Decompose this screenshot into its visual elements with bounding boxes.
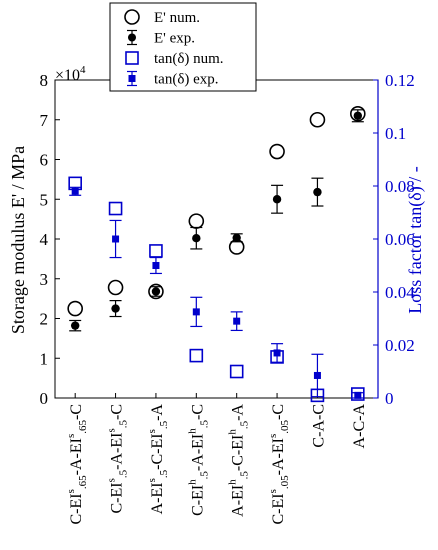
x-tick-label: A-EIs.5-C-EIs.5-A: [146, 404, 170, 515]
e-exp-point: [70, 321, 80, 330]
left-tick-label: 1: [40, 349, 49, 368]
x-axis: C-EIs.65-A-EIs.65-C C-EIs.5-A-EIs.5-C A-EI…: [65, 393, 368, 524]
legend: E' num. E' exp. tan(δ) num. tan(δ) exp.: [109, 2, 257, 92]
left-tick-label: 4: [40, 230, 49, 249]
y-axis-label-right: Loss factor tan(δ) / -: [405, 166, 426, 313]
left-tick-label: 2: [40, 310, 49, 329]
y-axis-label-left: Storage modulus E' / MPa: [8, 146, 28, 334]
right-axis: 0 0.02 0.04 0.06 0.08 0.1 0.12: [373, 71, 415, 408]
legend-label: E' exp.: [154, 31, 195, 47]
x-tick-label: A-EIh.5-C-EIh.5-A: [227, 404, 251, 517]
right-tick-label: 0: [385, 389, 394, 408]
tan-exp-point: [313, 371, 321, 379]
e-exp-point: [232, 233, 241, 243]
plot-frame: [54, 79, 379, 399]
tan-exp-point: [192, 308, 200, 316]
legend-marker-tan-num: [125, 51, 139, 65]
right-tick-label: 0.12: [385, 71, 415, 90]
e-num-point: [107, 279, 124, 296]
tan-num-point: [189, 348, 204, 363]
e-num-point: [269, 143, 285, 160]
x-tick-label: C-A-C: [310, 404, 327, 448]
right-tick-label: 0.1: [385, 124, 406, 143]
legend-marker-e-num: [124, 9, 140, 25]
left-tick-label: 5: [40, 190, 49, 209]
multiplier-base: ×10: [55, 67, 80, 84]
e-exp-point: [111, 304, 120, 313]
left-tick-label: 7: [40, 111, 49, 130]
e-exp-point: [192, 234, 201, 243]
e-exp-point: [313, 187, 322, 197]
left-tick-label: 3: [40, 270, 49, 289]
legend-label: E' num.: [154, 10, 200, 26]
multiplier-exponent: 4: [80, 64, 86, 76]
e-num-point: [148, 283, 164, 300]
x-tick-label: C-EIs.65-A-EIs.65-C: [65, 404, 89, 524]
right-tick-label: 0.08: [385, 177, 415, 196]
tan-num-point: [351, 387, 365, 401]
tan-num-point: [108, 201, 123, 216]
tan-exp-point: [273, 349, 281, 357]
y-axis-multiplier: ×104: [55, 64, 86, 84]
e-num-point: [309, 111, 326, 128]
e-exp-point: [353, 111, 363, 120]
x-tick-label: C-EIh.5-A-EIh.5-C: [186, 404, 210, 516]
tan-exp-point: [112, 235, 120, 243]
legend-marker-e-exp: [128, 33, 136, 42]
left-tick-label: 0: [40, 389, 49, 408]
e-exp-point: [272, 195, 282, 204]
legend-marker-tan-exp: [128, 75, 136, 82]
tan-num-point: [229, 364, 244, 379]
left-tick-label: 8: [40, 71, 49, 90]
plot-area: [54, 79, 379, 399]
tan-exp-point: [233, 317, 241, 325]
e-exp-point: [151, 287, 161, 296]
x-tick-label: C-EIs.05-A-EIs.05-C: [267, 404, 291, 524]
e-num-point: [67, 300, 83, 317]
x-tick-label: C-EIs.5-A-EIs.5-C: [106, 404, 130, 513]
left-tick-label: 6: [40, 151, 49, 170]
tan-exp-point: [354, 391, 362, 399]
left-axis: 0 1 2 3 4 5 6 7 8: [40, 71, 60, 408]
right-tick-label: 0.02: [385, 336, 415, 355]
legend-label: tan(δ) num.: [154, 51, 224, 67]
legend-label: tan(δ) exp.: [154, 72, 219, 88]
x-tick-label: A-C-A: [351, 404, 368, 449]
tan-exp-point: [71, 187, 79, 195]
right-tick-label: 0.04: [385, 283, 415, 302]
tan-num-point: [149, 244, 163, 258]
e-num-point: [188, 213, 205, 229]
data-marks: [67, 105, 366, 403]
tan-exp-point: [152, 262, 160, 269]
right-tick-label: 0.06: [385, 230, 415, 249]
